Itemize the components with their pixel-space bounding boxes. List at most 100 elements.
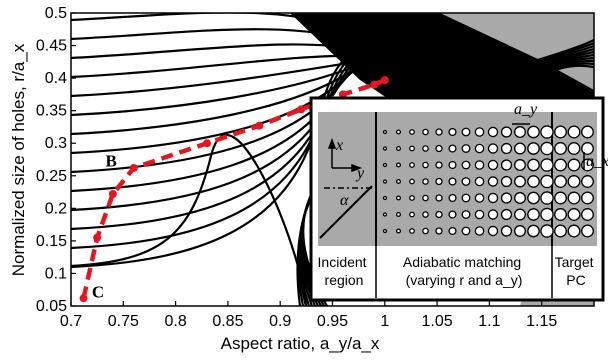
inset-axes [327, 137, 363, 173]
hole [514, 175, 526, 188]
hole [487, 176, 499, 187]
hole [581, 224, 594, 238]
x-tick-label: 0.85 [212, 313, 243, 330]
x-tick-label: 1.05 [422, 313, 453, 330]
data-point [79, 294, 88, 303]
region-incident: Incident region [318, 254, 371, 288]
hole [567, 208, 581, 221]
hole [474, 209, 485, 220]
hole [514, 142, 526, 155]
ay-label: a_y [514, 101, 538, 118]
hole [422, 227, 429, 235]
hole [422, 128, 429, 136]
hole [487, 143, 499, 154]
hole [395, 211, 402, 218]
hole [409, 162, 415, 168]
y-tick-label: 0.25 [36, 168, 67, 185]
hole [527, 208, 540, 221]
hole [554, 125, 567, 139]
y-tick-label: 0.3 [45, 135, 67, 152]
y-tick-label: 0.05 [36, 298, 67, 315]
point-label: C [92, 283, 104, 302]
hole [540, 207, 554, 222]
hole [395, 178, 402, 185]
data-point [129, 163, 138, 172]
series-layer [79, 76, 389, 303]
hole [581, 208, 594, 221]
hole [554, 142, 567, 155]
hole [382, 129, 388, 135]
hole [527, 191, 540, 205]
angle-label: α [340, 192, 349, 209]
hole [422, 145, 429, 152]
hole [540, 125, 554, 139]
series-line [81, 78, 386, 299]
x-tick-label: 0.8 [164, 313, 186, 330]
y-tick-label: 0.15 [36, 233, 67, 250]
hole [554, 224, 567, 238]
contour-line [71, 13, 415, 52]
y-axis-ticks: 0.05 0.1 0.15 0.2 0.25 0.3 0.35 0.4 0.45 0.5 [36, 5, 76, 315]
hole [382, 212, 388, 217]
hole [435, 144, 443, 153]
hole [461, 144, 471, 153]
hole [567, 224, 581, 238]
data-point [338, 90, 347, 99]
hole [422, 161, 429, 169]
y-tick-label: 0.35 [36, 103, 67, 120]
hole [382, 228, 388, 234]
data-point [108, 190, 117, 199]
x-tick-label: 1.1 [478, 313, 500, 330]
hole [409, 211, 415, 218]
hole [527, 125, 540, 139]
ax-label: a_x [586, 153, 608, 170]
hole [567, 125, 581, 139]
hole [409, 195, 415, 201]
hole [567, 142, 581, 155]
hole [448, 144, 457, 153]
hole [461, 193, 471, 203]
y-tick-label: 0.45 [36, 38, 67, 55]
inset-x-label: x [335, 137, 343, 154]
hole [474, 226, 485, 236]
hole [540, 174, 554, 189]
hole [435, 128, 443, 136]
hole [409, 145, 415, 152]
hole [474, 143, 485, 154]
hole [461, 127, 471, 137]
hole [395, 129, 402, 135]
hole [581, 125, 594, 139]
contour-line [71, 13, 411, 53]
hole [448, 193, 457, 203]
hole [487, 159, 499, 171]
contour-line [71, 134, 308, 306]
hole [540, 224, 554, 238]
contour-line [71, 13, 407, 60]
hole [540, 191, 554, 205]
hole [554, 158, 567, 172]
hole [435, 161, 443, 169]
hole [567, 158, 581, 172]
hole [554, 175, 567, 188]
point-labels: A B C [92, 47, 396, 302]
point-label: B [106, 152, 117, 171]
x-tick-label: 0.7 [60, 313, 82, 330]
hole [500, 192, 513, 204]
hole [487, 209, 499, 220]
hole [500, 208, 513, 221]
x-tick-label: 0.9 [269, 313, 291, 330]
hole [422, 194, 429, 202]
hole [461, 177, 471, 186]
hole [435, 177, 443, 186]
data-point [255, 121, 264, 130]
hole [500, 159, 513, 171]
hole [527, 175, 540, 188]
hole [382, 146, 388, 151]
hole [409, 129, 415, 135]
data-point [93, 233, 102, 242]
data-point [380, 76, 389, 85]
hole [540, 158, 554, 172]
hole [500, 126, 513, 138]
hole [448, 127, 457, 137]
hole [554, 191, 567, 205]
